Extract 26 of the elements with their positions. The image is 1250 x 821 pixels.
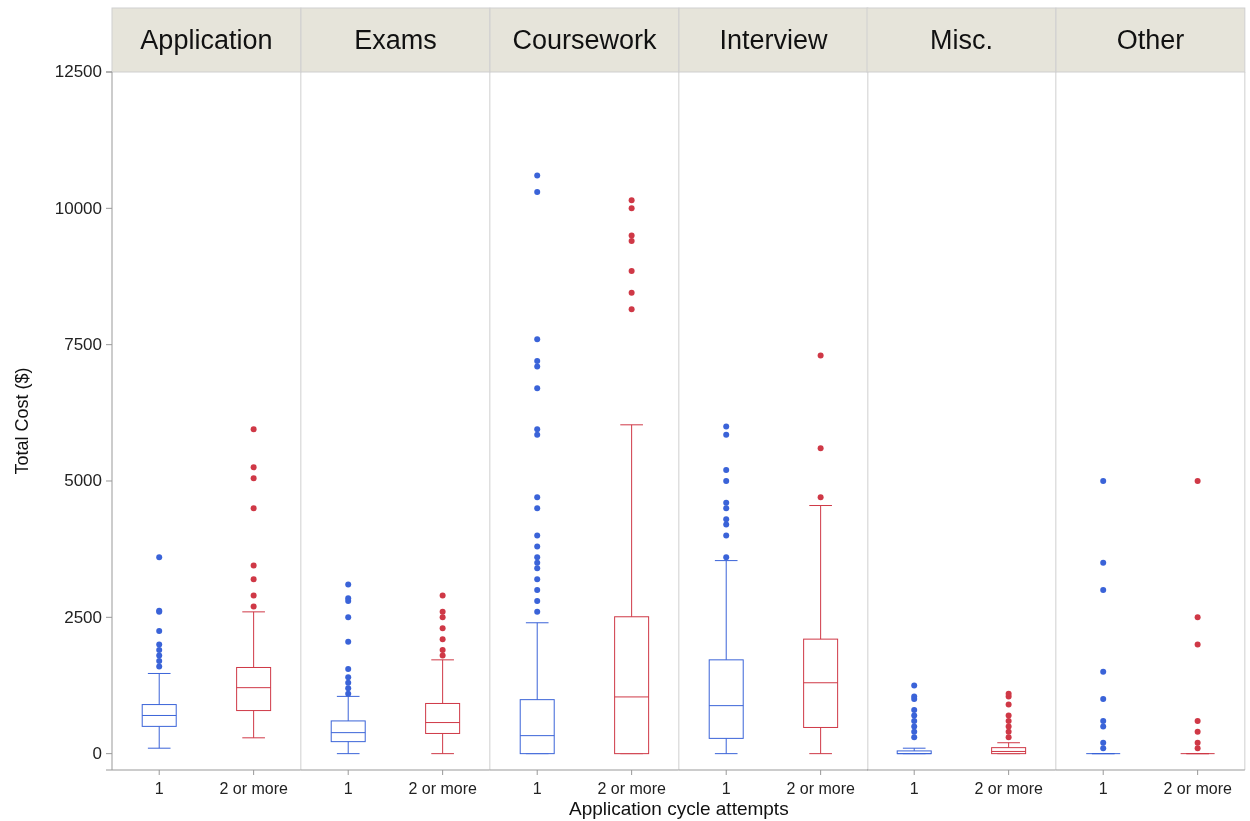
y-axis-title: Total Cost ($) <box>12 367 32 475</box>
y-tick-label: 2500 <box>64 607 102 627</box>
chart-title: Interview <box>718 25 828 55</box>
chart-title: Exams <box>353 25 437 55</box>
x-tick-label: 2 or more <box>974 780 1044 797</box>
x-tick-label: 2 or more <box>219 780 288 797</box>
chart-title: Coursework <box>512 25 657 55</box>
x-tick-label: 2 or more <box>785 780 855 797</box>
y-tick-label: 5000 <box>64 471 102 491</box>
y-tick-label: 12500 <box>54 62 102 82</box>
x-tick-label: 1 <box>910 780 920 797</box>
chart-title: Application <box>140 25 273 55</box>
y-tick-label: 7500 <box>64 335 102 355</box>
chart-title: Misc. <box>930 25 994 55</box>
x-tick-label: 1 <box>343 780 353 797</box>
x-tick-label: 1 <box>721 780 731 797</box>
y-tick-label: 10000 <box>54 198 102 218</box>
x-tick-label: 1 <box>154 780 164 797</box>
x-tick-label: 1 <box>532 780 542 797</box>
chart-title: Other <box>1116 25 1185 55</box>
x-tick-label: 2 or more <box>1163 780 1233 797</box>
x-tick-label: 1 <box>1098 780 1108 797</box>
x-tick-label: 2 or more <box>597 780 666 797</box>
x-axis-title: Application cycle attempts <box>568 798 789 819</box>
x-tick-label: 2 or more <box>408 780 477 797</box>
y-tick-label: 0 <box>92 744 102 764</box>
